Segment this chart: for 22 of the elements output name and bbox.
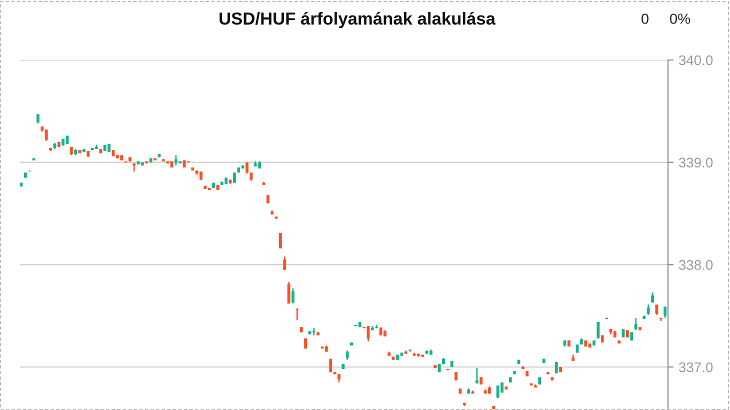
candlestick: [475, 367, 478, 384]
candlestick: [296, 308, 299, 321]
y-tick-label: 339.0: [678, 158, 713, 168]
candlestick: [292, 288, 294, 304]
candlestick: [655, 304, 658, 316]
candlestick: [36, 114, 40, 124]
candlestick: [44, 128, 48, 142]
y-tick-label: 340.0: [678, 55, 713, 66]
y-tick-label: 337.0: [678, 362, 713, 372]
text: 0: [642, 14, 648, 24]
text: 0%: [670, 14, 690, 24]
candlestick: [634, 317, 638, 331]
candlestick: [664, 306, 667, 319]
candlestick: [174, 154, 178, 166]
candlestick: [346, 350, 349, 361]
candlestick: [312, 327, 316, 336]
y-tick-label: 338.0: [678, 260, 713, 270]
candlestick: [283, 256, 286, 270]
candlestick: [646, 304, 650, 316]
candlestick: [287, 281, 290, 304]
chart-title: USD/HUF árfolyamának alakulása: [220, 12, 496, 28]
candlestick: [596, 321, 600, 340]
